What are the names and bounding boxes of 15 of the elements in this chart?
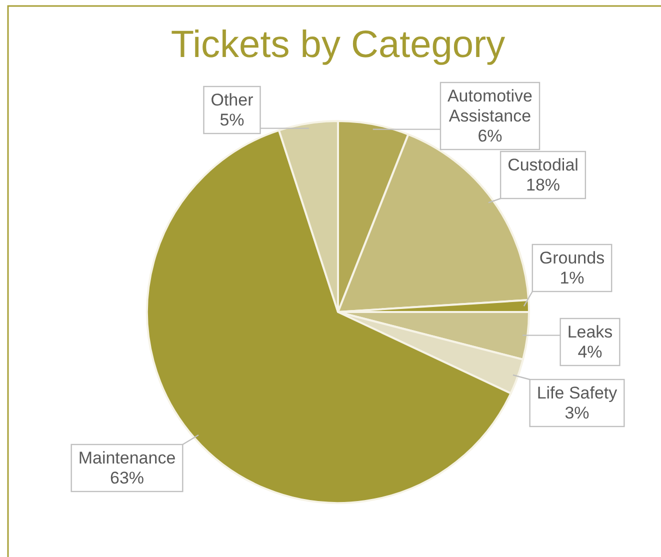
slice-label: Leaks bbox=[567, 322, 613, 342]
data-label: 5% bbox=[220, 110, 244, 130]
slice-label: Grounds bbox=[539, 248, 605, 268]
chart-title: Tickets by Category bbox=[170, 24, 506, 66]
slice-label: Automotive Assistance bbox=[447, 86, 533, 126]
data-label: 4% bbox=[578, 342, 602, 362]
data-label: 1% bbox=[560, 268, 584, 288]
data-label: 3% bbox=[564, 404, 590, 422]
data-label: 18% bbox=[526, 176, 560, 194]
slice-label: Other bbox=[210, 90, 254, 110]
slice-label: Maintenance bbox=[78, 448, 176, 468]
slice-label: Life Safety bbox=[536, 384, 618, 402]
data-label: 6% bbox=[478, 126, 502, 146]
data-label: 63% bbox=[110, 468, 144, 488]
slice-label: Custodial bbox=[508, 156, 578, 174]
